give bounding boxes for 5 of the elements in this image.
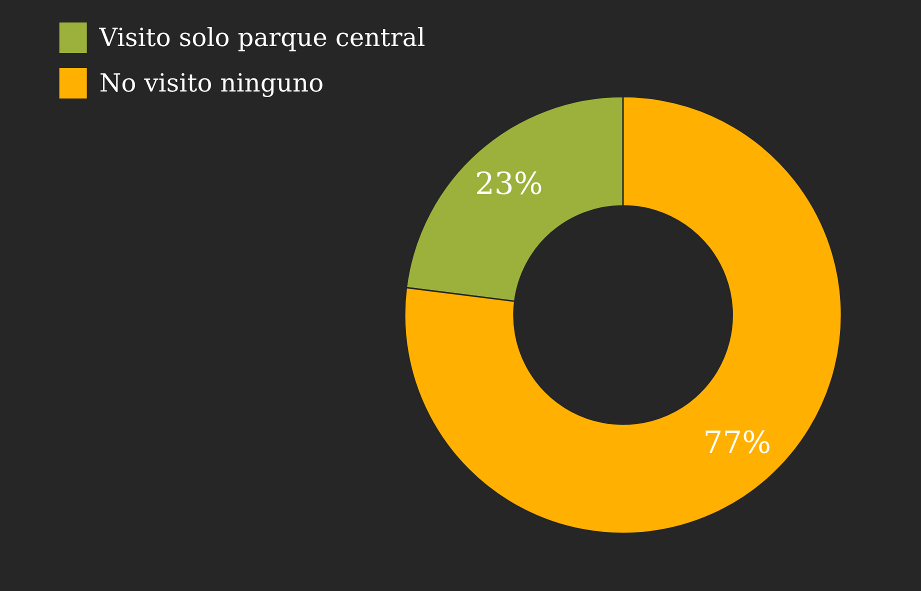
legend-label: Visito solo parque central [99,27,424,52]
data-label: 77% [706,430,770,454]
legend-label: No visito ninguno [100,73,322,98]
donut-slice [404,96,842,534]
data-label: 23% [477,171,542,194]
